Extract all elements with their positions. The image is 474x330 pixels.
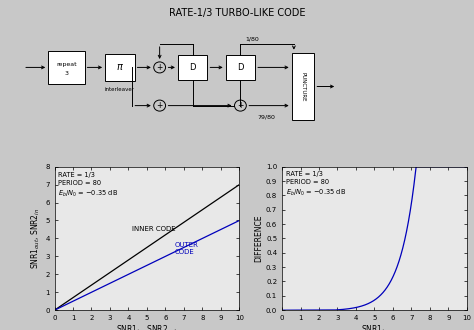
Text: repeat: repeat [56, 61, 77, 67]
X-axis label: SNR1$_{in}$: SNR1$_{in}$ [361, 324, 388, 330]
Bar [226, 55, 255, 80]
Y-axis label: DIFFERENCE: DIFFERENCE [254, 215, 263, 262]
Text: RATE = 1/3
PERIOD = 80
$E_b/N_0$ = −0.35 dB: RATE = 1/3 PERIOD = 80 $E_b/N_0$ = −0.35… [286, 171, 346, 198]
Text: RATE-1/3 TURBO-LIKE CODE: RATE-1/3 TURBO-LIKE CODE [169, 8, 305, 18]
Text: $\pi$: $\pi$ [116, 62, 124, 72]
Text: OUTER
CODE: OUTER CODE [174, 242, 199, 255]
Text: +: + [237, 101, 244, 110]
Text: PUNCTURE: PUNCTURE [301, 72, 305, 101]
Text: interleaver: interleaver [105, 87, 135, 92]
Text: 79/80: 79/80 [257, 115, 275, 120]
Bar [292, 52, 314, 120]
Text: D: D [237, 63, 244, 72]
Text: INNER CODE: INNER CODE [132, 226, 176, 232]
Text: +: + [156, 101, 163, 110]
Y-axis label: SNR1$_{out}$, SNR2$_{in}$: SNR1$_{out}$, SNR2$_{in}$ [30, 208, 42, 269]
Bar [178, 55, 208, 80]
Text: 1/80: 1/80 [245, 36, 259, 41]
Bar [48, 51, 84, 83]
Text: +: + [156, 63, 163, 72]
Text: D: D [190, 63, 196, 72]
Text: 3: 3 [64, 71, 68, 76]
X-axis label: SNR1$_{in}$, SNR2$_{out}$: SNR1$_{in}$, SNR2$_{out}$ [116, 324, 178, 330]
Text: RATE = 1/3
PERIOD = 80
$E_b/N_0$ = −0.35 dB: RATE = 1/3 PERIOD = 80 $E_b/N_0$ = −0.35… [58, 172, 118, 199]
Bar [105, 54, 135, 81]
